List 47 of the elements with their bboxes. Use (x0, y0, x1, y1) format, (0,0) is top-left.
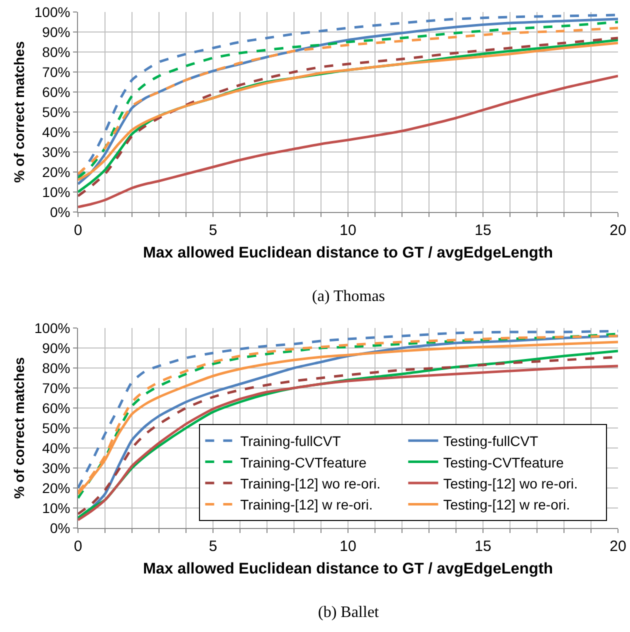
x-tick-label: 10 (340, 538, 356, 555)
legend-label: Testing-CVTfeature (443, 454, 564, 470)
y-tick-label: 20% (42, 164, 70, 180)
y-tick-label: 0% (50, 204, 70, 220)
legend-label: Training-[12] wo re-ori. (240, 475, 381, 492)
x-tick-label: 0 (74, 538, 82, 555)
y-tick-label: 0% (50, 520, 70, 536)
line-series (78, 74, 618, 208)
x-tick-label: 0 (74, 222, 82, 239)
y-tick-label: 90% (42, 24, 70, 40)
y-tick-label: 100% (34, 4, 70, 20)
y-tick-label: 50% (42, 104, 70, 120)
y-tick-label: 10% (42, 500, 70, 516)
x-tick-label: 15 (474, 222, 492, 239)
y-tick-label: 40% (42, 440, 70, 456)
y-tick-label: 90% (42, 340, 70, 356)
legend-label: Training-CVTfeature (240, 454, 367, 470)
legend-label: Testing-[12] wo re-ori. (443, 475, 578, 492)
text: (b) Ballet (318, 604, 380, 621)
legend-label: Training-fullCVT (240, 433, 342, 450)
y-tick-label: 30% (42, 144, 70, 160)
x-tick-label: 10 (340, 222, 356, 239)
x-tick-label: 20 (610, 222, 626, 239)
y-tick-label: 70% (42, 64, 70, 80)
y-tick-label: 20% (42, 480, 70, 496)
y-tick-label: 30% (42, 460, 70, 476)
legend-label: Testing-fullCVT (443, 433, 539, 450)
x-tick-label: 20 (610, 538, 626, 555)
legend-label: Training-[12] w re-ori. (240, 496, 373, 513)
y-tick-label: 80% (42, 360, 70, 376)
legend-label: Testing-[12] w re-ori. (443, 496, 570, 513)
x-axis-title: Max allowed Euclidean distance to GT / avgEdgeLength (143, 560, 553, 578)
y-tick-label: 80% (42, 44, 70, 60)
y-tick-label: 10% (42, 184, 70, 200)
text: (a) Thomas (312, 288, 386, 305)
y-tick-label: 70% (42, 380, 70, 396)
y-tick-label: 60% (42, 400, 70, 416)
y-tick-label: 50% (42, 420, 70, 436)
y-tick-label: 40% (42, 124, 70, 140)
x-tick-label: 5 (208, 538, 218, 555)
y-tick-label: 100% (34, 320, 70, 336)
y-axis-title: % of correct matches (10, 356, 27, 499)
x-axis-title: Max allowed Euclidean distance to GT / avgEdgeLength (143, 244, 553, 262)
x-tick-label: 5 (208, 222, 218, 239)
y-tick-label: 60% (42, 84, 70, 100)
x-tick-label: 15 (474, 538, 492, 555)
y-axis-title: % of correct matches (10, 40, 27, 183)
